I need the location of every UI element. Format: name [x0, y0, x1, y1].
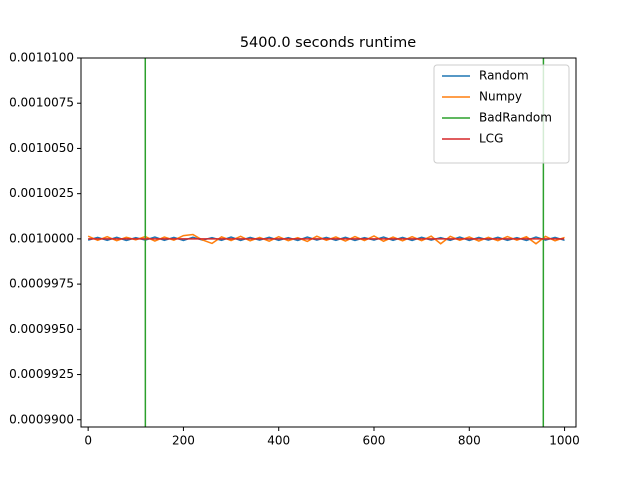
y-tick-label: 0.0009975: [9, 277, 74, 291]
y-tick-label: 0.0010075: [9, 96, 74, 110]
y-tick-label: 0.0010025: [9, 186, 74, 200]
y-tick-label: 0.0010100: [9, 51, 74, 65]
x-tick-label: 0: [84, 434, 92, 448]
x-tick-label: 1000: [549, 434, 580, 448]
x-tick-label: 400: [267, 434, 290, 448]
plot-area: [87, 58, 565, 427]
legend-label: Random: [479, 69, 529, 83]
legend-label: LCG: [479, 132, 503, 146]
y-tick-label: 0.0009950: [9, 322, 74, 336]
x-tick-label: 600: [363, 434, 386, 448]
legend-label: BadRandom: [479, 111, 552, 125]
legend: Random Numpy BadRandom LCG: [433, 64, 570, 164]
y-tick-label: 0.0010050: [9, 141, 74, 155]
axes-frame: [80, 57, 577, 428]
y-tick-label: 0.0010000: [9, 231, 74, 245]
y-tick-label: 0.0009900: [9, 412, 74, 426]
x-tick-label: 200: [172, 434, 195, 448]
y-tick-label: 0.0009925: [9, 367, 74, 381]
chart-title: 5400.0 seconds runtime: [240, 35, 416, 51]
legend-label: Numpy: [479, 90, 522, 104]
x-tick-label: 800: [458, 434, 481, 448]
